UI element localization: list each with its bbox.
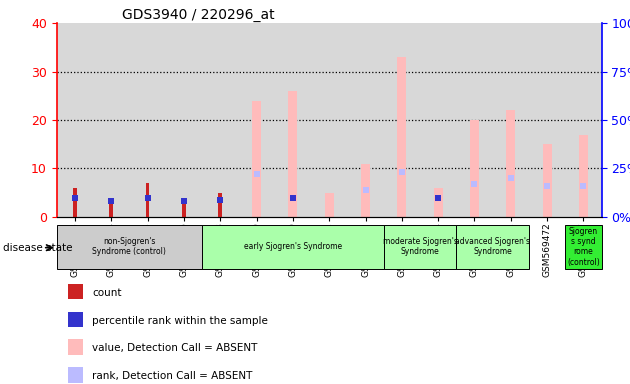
Bar: [219, 193, 222, 217]
Bar: [182, 198, 186, 217]
Bar: [67, 339, 83, 355]
Text: GDS3940 / 220296_at: GDS3940 / 220296_at: [122, 8, 275, 22]
Bar: [67, 284, 83, 300]
Bar: [129, 23, 166, 217]
Bar: [470, 120, 479, 217]
Bar: [507, 110, 515, 217]
Bar: [384, 225, 456, 269]
Bar: [238, 23, 275, 217]
Bar: [202, 23, 238, 217]
Bar: [433, 188, 443, 217]
Text: disease state: disease state: [3, 243, 72, 253]
Bar: [73, 188, 77, 217]
Bar: [361, 164, 370, 217]
Text: percentile rank within the sample: percentile rank within the sample: [92, 316, 268, 326]
Bar: [289, 91, 297, 217]
Bar: [384, 23, 420, 217]
Bar: [493, 23, 529, 217]
Bar: [67, 367, 83, 383]
Bar: [420, 23, 456, 217]
Bar: [202, 225, 384, 269]
Bar: [57, 225, 202, 269]
Bar: [456, 23, 493, 217]
Bar: [166, 23, 202, 217]
Bar: [529, 23, 565, 217]
Text: non-Sjogren's
Syndrome (control): non-Sjogren's Syndrome (control): [93, 237, 166, 257]
Text: value, Detection Call = ABSENT: value, Detection Call = ABSENT: [92, 343, 258, 353]
Bar: [146, 183, 149, 217]
Bar: [347, 23, 384, 217]
Text: rank, Detection Call = ABSENT: rank, Detection Call = ABSENT: [92, 371, 253, 381]
Text: Sjogren
s synd
rome
(control): Sjogren s synd rome (control): [567, 227, 600, 267]
Bar: [110, 198, 113, 217]
Bar: [565, 23, 602, 217]
Bar: [542, 144, 552, 217]
Bar: [311, 23, 347, 217]
Bar: [57, 23, 93, 217]
Text: moderate Sjogren's
Syndrome: moderate Sjogren's Syndrome: [382, 237, 457, 257]
Text: count: count: [92, 288, 122, 298]
Bar: [67, 312, 83, 327]
Bar: [93, 23, 129, 217]
Bar: [565, 225, 602, 269]
Bar: [579, 134, 588, 217]
Bar: [398, 57, 406, 217]
Bar: [324, 193, 334, 217]
Bar: [275, 23, 311, 217]
Bar: [252, 101, 261, 217]
Text: advanced Sjogren's
Syndrome: advanced Sjogren's Syndrome: [455, 237, 530, 257]
Bar: [456, 225, 529, 269]
Text: early Sjogren's Syndrome: early Sjogren's Syndrome: [244, 242, 342, 251]
